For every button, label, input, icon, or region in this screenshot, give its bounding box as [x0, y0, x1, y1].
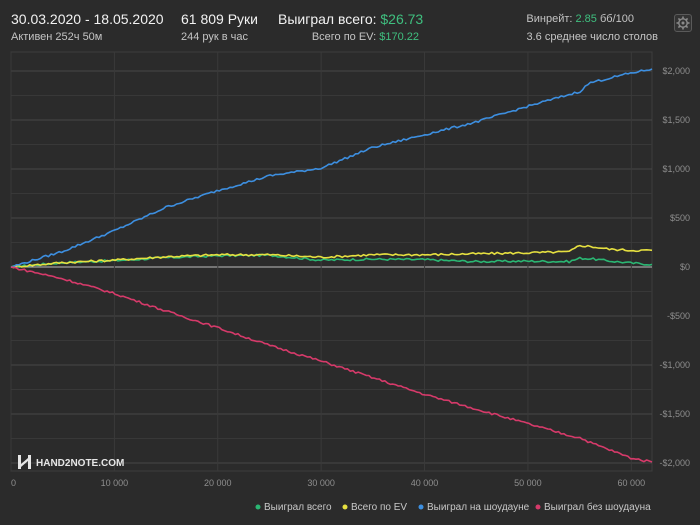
y-tick-label: $0	[680, 262, 690, 272]
y-tick-label: $1,000	[662, 164, 690, 174]
series-line-2	[10, 68, 653, 268]
x-tick-label: 20 000	[204, 478, 232, 488]
settings-button[interactable]	[674, 14, 692, 32]
won-total: Выиграл всего: $26.73	[278, 11, 423, 27]
legend-swatch	[418, 504, 424, 510]
x-tick-label: 60 000	[618, 478, 646, 488]
legend-swatch	[255, 504, 261, 510]
x-tick-label: 10 000	[101, 478, 129, 488]
x-tick-label: 30 000	[307, 478, 335, 488]
y-tick-label: $500	[670, 213, 690, 223]
series-line-1	[10, 244, 653, 269]
logo-text: HAND2NOTE.COM	[36, 458, 124, 469]
x-tick-label: 40 000	[411, 478, 439, 488]
avg-tables: 3.6 среднее число столов	[526, 31, 658, 43]
y-tick-label: $1,500	[662, 115, 690, 125]
date-range: 30.03.2020 - 18.05.2020	[11, 11, 164, 27]
hands-count: 61 809 Руки	[181, 11, 258, 27]
ev-total: Всего по EV: $170.22	[312, 31, 419, 43]
active-time: Активен 252ч 50м	[11, 31, 103, 43]
y-tick-label: -$1,000	[659, 360, 690, 370]
chart-series	[10, 68, 653, 463]
y-tick-label: -$1,500	[659, 409, 690, 419]
legend-swatch	[535, 504, 541, 510]
winrate-unit: бб/100	[599, 13, 634, 25]
winrate-label: Винрейт:	[526, 13, 573, 25]
y-tick-label: $2,000	[662, 66, 690, 76]
chart-legend: Выиграл всего Всего по EV Выиграл на шоуда…	[255, 501, 651, 513]
chart-grid	[10, 51, 653, 472]
series-line-0	[10, 253, 653, 269]
legend-label: Выиграл без шоудауна	[544, 501, 651, 513]
hand2note-logo: HAND2NOTE.COM	[18, 455, 124, 469]
won-total-value: $26.73	[380, 11, 424, 27]
ev-label: Всего по EV:	[311, 31, 377, 43]
winrate: Винрейт: 2.85 бб/100	[526, 13, 634, 25]
series-line-3	[10, 266, 653, 463]
x-axis-ticks: 0 10 000 20 000 30 000 40 000 50 000 60 000	[11, 478, 645, 488]
gear-icon	[676, 16, 690, 30]
won-total-label: Выиграл всего:	[278, 11, 377, 27]
winrate-value: 2.85	[575, 13, 597, 25]
ev-value: $170.22	[379, 31, 419, 43]
y-tick-label: -$2,000	[659, 458, 690, 468]
logo-icon	[18, 455, 31, 469]
legend-swatch	[342, 504, 348, 510]
legend-label: Выиграл на шоудауне	[427, 502, 530, 513]
y-axis-ticks: $2,000 $1,500 $1,000 $500 $0 -$500 -$1,000 -$1,…	[659, 66, 690, 468]
hands-per-hour: 244 рук в час	[181, 31, 249, 43]
x-tick-label: 0	[11, 478, 16, 488]
x-tick-label: 50 000	[514, 478, 542, 488]
y-tick-label: -$500	[667, 311, 690, 321]
legend-label: Выиграл всего	[264, 502, 332, 513]
legend-label: Всего по EV	[351, 502, 407, 513]
